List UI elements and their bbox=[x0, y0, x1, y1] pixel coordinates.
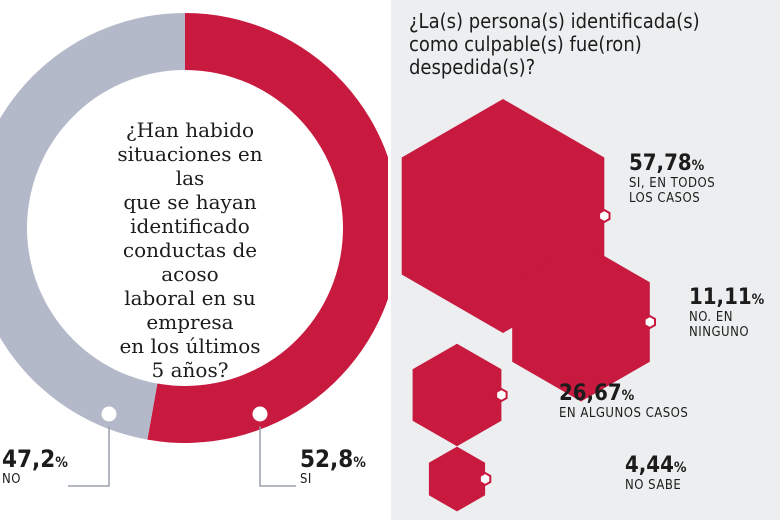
hex-value-4: 4,44 bbox=[625, 453, 674, 478]
hexagon-3 bbox=[512, 242, 650, 402]
hex-value-1: 57,78 bbox=[629, 151, 692, 176]
donut-leader-no bbox=[68, 424, 110, 487]
donut-marker-si bbox=[247, 401, 273, 427]
donut-panel: ¿Han habido situaciones en las que se ha… bbox=[0, 0, 388, 520]
hex-label-2: 11,11% NO. EN NINGUNO bbox=[689, 285, 765, 341]
donut-value-si: 52,8 bbox=[300, 445, 354, 473]
hexagon-chart-title: ¿La(s) persona(s) identificada(s) como c… bbox=[409, 9, 700, 79]
hex-unit-1: % bbox=[691, 158, 705, 174]
donut-value-no: 47,2 bbox=[2, 445, 56, 473]
hexagon-4 bbox=[428, 446, 486, 512]
hexagon-marker-4 bbox=[478, 471, 492, 487]
donut-marker-no bbox=[96, 401, 122, 427]
panel-divider bbox=[388, 0, 391, 520]
donut-unit-si: % bbox=[353, 455, 366, 471]
hex-caption-1: SI, EN TODOS LOS CASOS bbox=[629, 176, 716, 206]
hexagon-marker-3 bbox=[643, 314, 656, 330]
hex-value-3: 26,67 bbox=[559, 381, 622, 406]
donut-label-si: 52,8% SI bbox=[300, 446, 366, 487]
hexagon-2 bbox=[412, 343, 502, 447]
hex-label-1: 57,78% SI, EN TODOS LOS CASOS bbox=[629, 151, 716, 207]
hex-caption-4: NO SABE bbox=[625, 478, 682, 493]
hex-caption-2: NO. EN NINGUNO bbox=[689, 310, 750, 340]
donut-label-no: 47,2% NO bbox=[2, 446, 68, 487]
hex-unit-3: % bbox=[621, 388, 635, 404]
hexagon-marker-2 bbox=[495, 387, 508, 403]
hex-label-4: 4,44% NO SABE bbox=[625, 453, 687, 494]
donut-question: ¿Han habido situaciones en las que se ha… bbox=[117, 118, 263, 382]
donut-caption-si: SI bbox=[300, 472, 312, 487]
hex-value-2: 11,11 bbox=[689, 285, 752, 310]
donut-chart bbox=[0, 13, 388, 487]
donut-caption-no: NO bbox=[2, 472, 21, 487]
hex-unit-4: % bbox=[673, 460, 687, 476]
hexagon-panel: ¿La(s) persona(s) identificada(s) como c… bbox=[391, 0, 780, 520]
hex-unit-2: % bbox=[751, 292, 765, 308]
donut-slice-no bbox=[0, 13, 185, 440]
hex-caption-3: EN ALGUNOS CASOS bbox=[559, 406, 689, 421]
donut-leader-si bbox=[259, 424, 296, 487]
hexagon-chart bbox=[401, 99, 656, 512]
hexagon-marker-1 bbox=[598, 208, 611, 224]
donut-unit-no: % bbox=[55, 455, 68, 471]
hex-label-3: 26,67% EN ALGUNOS CASOS bbox=[559, 381, 689, 422]
donut-slice-si bbox=[147, 13, 388, 443]
